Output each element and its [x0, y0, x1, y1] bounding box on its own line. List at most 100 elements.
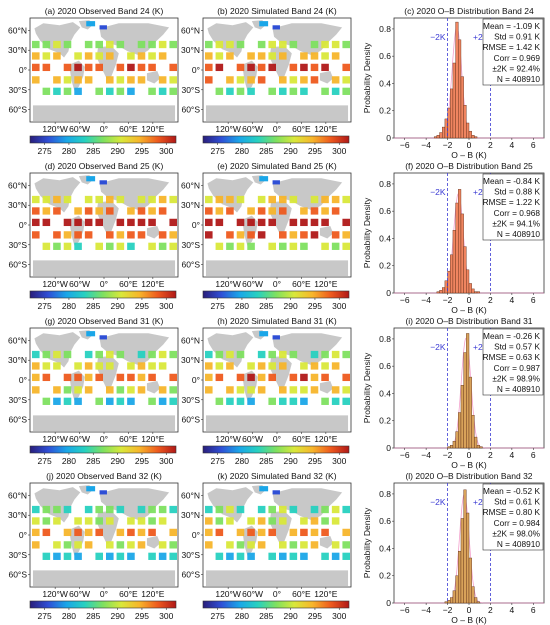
- brightness-temperature-swath: [226, 87, 234, 95]
- brightness-temperature-swath: [169, 350, 177, 359]
- histogram-bar: [458, 550, 462, 604]
- colorbar-tick-label: 285: [259, 611, 273, 621]
- brightness-temperature-swath: [127, 517, 135, 525]
- brightness-temperature-swath: [268, 397, 276, 405]
- brightness-temperature-swath: [342, 231, 350, 239]
- histogram-bar: [463, 489, 467, 604]
- brightness-temperature-swath: [53, 397, 61, 405]
- y-axis-label: Probability Density: [362, 352, 372, 423]
- lon-tick-label: 120°E: [141, 124, 165, 134]
- brightness-temperature-swath: [236, 76, 245, 84]
- lon-tick-label: 0°: [100, 124, 108, 134]
- histogram-bar: [433, 136, 438, 139]
- land-mass: [205, 105, 349, 121]
- histogram-bar: [450, 597, 454, 604]
- stats-line: ±2K = 98.9%: [492, 373, 540, 383]
- brightness-temperature-swath: [74, 218, 82, 227]
- y-tick-label: 0.4: [379, 388, 391, 398]
- histogram-bar: [474, 597, 478, 604]
- brightness-temperature-swath: [300, 231, 308, 239]
- colorbar-tick-label: 290: [284, 456, 298, 466]
- brightness-temperature-swath: [169, 242, 177, 250]
- colorbar-tick-label: 290: [111, 456, 125, 466]
- map-title: (h) 2020 Simulated Band 31 (K): [217, 316, 337, 326]
- y-tick-label: 0.2: [379, 106, 391, 116]
- simulated-map-panel: (k) 2020 Simulated Band 32 (K) 60°N 30°N 0°…: [181, 471, 352, 599]
- colorbar-tick-label: 300: [159, 611, 173, 621]
- y-tick-label: 0.8: [379, 179, 391, 189]
- histogram-bar: [474, 291, 478, 294]
- brightness-temperature-swath: [106, 541, 114, 549]
- brightness-temperature-swath: [205, 207, 213, 215]
- brightness-temperature-swath: [42, 350, 51, 359]
- brightness-temperature-swath: [205, 76, 213, 84]
- histogram-bar: [452, 440, 456, 449]
- histogram-bar: [444, 118, 448, 139]
- brightness-temperature-swath: [331, 87, 340, 95]
- brightness-temperature-swath: [158, 362, 167, 370]
- brightness-temperature-swath: [53, 386, 61, 394]
- brightness-temperature-swath: [95, 362, 103, 370]
- brightness-temperature-swath: [205, 218, 213, 227]
- y-tick-label: 0.8: [379, 334, 391, 344]
- brightness-temperature-swath: [205, 505, 213, 514]
- histogram-bar: [436, 135, 440, 139]
- brightness-temperature-swath: [53, 350, 61, 359]
- brightness-temperature-swath: [74, 517, 82, 525]
- brightness-temperature-swath: [74, 76, 82, 84]
- histogram-bar: [447, 270, 451, 294]
- brightness-temperature-swath: [106, 207, 114, 215]
- land-mass: [146, 536, 161, 549]
- brightness-temperature-swath: [247, 218, 255, 227]
- brightness-temperature-swath: [226, 541, 234, 549]
- y-tick-label: 0.6: [379, 51, 391, 61]
- lon-tick-label: 0°: [273, 589, 281, 599]
- brightness-temperature-swath: [95, 40, 103, 49]
- brightness-temperature-swath: [321, 505, 329, 514]
- observed-map-panel: (d) 2020 Observed Band 25 (K) 60°N 30°N 0° 3…: [8, 161, 179, 289]
- cold-patch: [86, 21, 96, 27]
- stats-line: Mean = -0.26 K: [483, 331, 540, 341]
- stats-line: N = 408910: [497, 74, 541, 84]
- brightness-temperature-swath: [116, 386, 125, 394]
- colorbar-tick-label: 295: [308, 301, 322, 311]
- brightness-temperature-swath: [137, 76, 146, 84]
- brightness-temperature-swath: [158, 52, 167, 60]
- colorbar-tick-label: 280: [235, 146, 249, 156]
- y-tick-label: 0.4: [379, 543, 391, 553]
- land-mass: [319, 226, 334, 239]
- x-tick-label: 2: [488, 450, 493, 460]
- brightness-temperature-swath: [169, 528, 177, 537]
- brightness-temperature-swath: [127, 52, 135, 60]
- land-mass: [272, 23, 343, 56]
- brightness-temperature-swath: [53, 231, 61, 239]
- colorbar-tick-label: 280: [62, 301, 76, 311]
- colorbar-tick-label: 295: [135, 456, 149, 466]
- brightness-temperature-swath: [300, 207, 308, 215]
- brightness-temperature-swath: [226, 505, 234, 514]
- brightness-temperature-swath: [321, 63, 329, 72]
- brightness-temperature-swath: [32, 207, 40, 215]
- brightness-temperature-swath: [169, 231, 177, 239]
- brightness-temperature-swath: [158, 87, 167, 95]
- brightness-temperature-swath: [127, 397, 135, 405]
- brightness-temperature-swath: [289, 505, 298, 514]
- lat-tick-label: 60°S: [8, 105, 27, 115]
- brightness-temperature-swath: [331, 386, 340, 394]
- colorbar-tick-label: 275: [38, 301, 52, 311]
- cold-patch: [272, 180, 280, 185]
- histogram-bar: [471, 288, 475, 294]
- brightness-temperature-swath: [289, 231, 298, 239]
- stats-line: N = 408910: [497, 229, 541, 239]
- brightness-temperature-swath: [106, 397, 114, 405]
- brightness-temperature-swath: [116, 87, 125, 95]
- brightness-temperature-swath: [158, 40, 167, 49]
- histogram-bar: [468, 130, 472, 139]
- lat-tick-label: 0°: [19, 375, 27, 385]
- brightness-temperature-swath: [331, 362, 340, 370]
- lon-tick-label: 60°E: [119, 589, 138, 599]
- stats-line: ±2K = 92.4%: [492, 63, 540, 73]
- histogram-bar: [444, 601, 448, 604]
- brightness-temperature-swath: [95, 242, 103, 250]
- colorbar-tick-label: 285: [259, 301, 273, 311]
